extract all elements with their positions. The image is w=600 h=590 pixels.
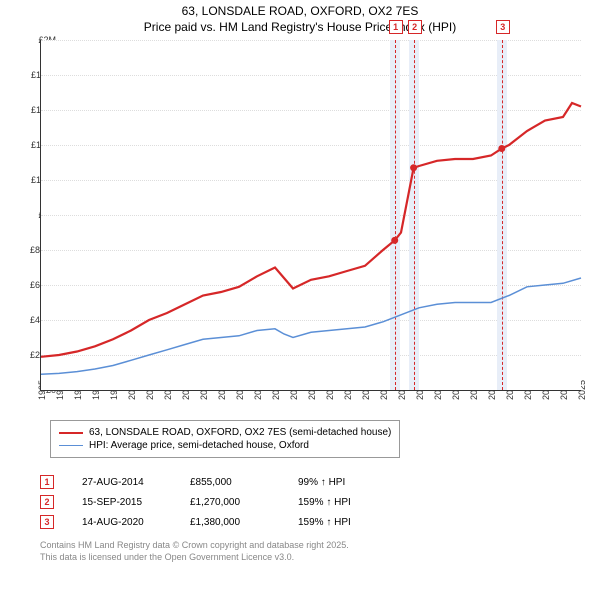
row-marker: 3 <box>40 515 54 529</box>
legend-swatch-red <box>59 432 83 434</box>
sales-table: 1 27-AUG-2014 £855,000 99% ↑ HPI 2 15-SEP-201… <box>40 472 378 532</box>
legend: 63, LONSDALE ROAD, OXFORD, OX2 7ES (semi… <box>50 420 400 458</box>
legend-item-2: HPI: Average price, semi-detached house,… <box>59 440 391 451</box>
legend-label-2: HPI: Average price, semi-detached house,… <box>89 440 309 451</box>
row-hpi: 159% ↑ HPI <box>298 517 378 528</box>
row-marker: 2 <box>40 495 54 509</box>
row-price: £1,380,000 <box>190 517 270 528</box>
row-marker: 1 <box>40 475 54 489</box>
event-marker: 2 <box>408 20 422 34</box>
chart-title: 63, LONSDALE ROAD, OXFORD, OX2 7ES Price… <box>0 0 600 35</box>
table-row: 1 27-AUG-2014 £855,000 99% ↑ HPI <box>40 472 378 492</box>
series-HPI <box>41 278 581 374</box>
title-line2: Price paid vs. HM Land Registry's House … <box>0 20 600 36</box>
sale-point <box>410 164 417 171</box>
footer-line1: Contains HM Land Registry data © Crown c… <box>40 540 349 552</box>
sale-point <box>498 145 505 152</box>
row-hpi: 159% ↑ HPI <box>298 497 378 508</box>
row-date: 27-AUG-2014 <box>82 477 162 488</box>
legend-label-1: 63, LONSDALE ROAD, OXFORD, OX2 7ES (semi… <box>89 427 391 438</box>
title-line1: 63, LONSDALE ROAD, OXFORD, OX2 7ES <box>0 4 600 20</box>
line-series <box>41 40 581 390</box>
footer: Contains HM Land Registry data © Crown c… <box>40 540 349 563</box>
chart-container: 63, LONSDALE ROAD, OXFORD, OX2 7ES Price… <box>0 0 600 590</box>
row-hpi: 99% ↑ HPI <box>298 477 378 488</box>
row-date: 14-AUG-2020 <box>82 517 162 528</box>
event-marker: 1 <box>389 20 403 34</box>
series-PricePaid <box>41 103 581 357</box>
footer-line2: This data is licensed under the Open Gov… <box>40 552 349 564</box>
row-price: £855,000 <box>190 477 270 488</box>
row-date: 15-SEP-2015 <box>82 497 162 508</box>
legend-swatch-blue <box>59 445 83 446</box>
plot-area: 123 <box>40 40 581 391</box>
table-row: 2 15-SEP-2015 £1,270,000 159% ↑ HPI <box>40 492 378 512</box>
table-row: 3 14-AUG-2020 £1,380,000 159% ↑ HPI <box>40 512 378 532</box>
row-price: £1,270,000 <box>190 497 270 508</box>
legend-item-1: 63, LONSDALE ROAD, OXFORD, OX2 7ES (semi… <box>59 427 391 438</box>
event-marker: 3 <box>496 20 510 34</box>
sale-point <box>391 237 398 244</box>
